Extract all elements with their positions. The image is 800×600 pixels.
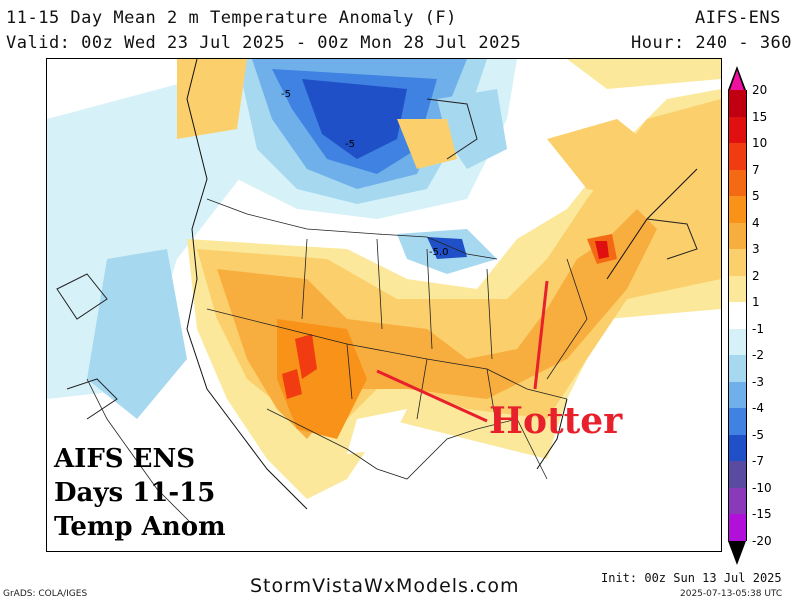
hotter-arrows [376, 280, 549, 423]
colorbar-cell [728, 434, 747, 461]
corner-label-line: Temp Anom [54, 512, 226, 542]
site-watermark: StormVistaWxModels.com [250, 575, 520, 597]
colorbar-cell [728, 302, 747, 329]
colorbar-cell [728, 275, 747, 302]
colorbar-cell [728, 514, 747, 541]
colorbar-cell [728, 116, 747, 143]
render-timestamp: 2025-07-13-05:38 UTC [680, 589, 783, 599]
colorbar-tick-label: 4 [752, 215, 760, 230]
corner-label-line: AIFS ENS [54, 444, 195, 474]
contour-label: -5 [281, 89, 291, 100]
colorbar-cell [728, 461, 747, 488]
contour-label: -5 [345, 139, 355, 150]
zero-contours [56, 98, 698, 420]
map-title: 11-15 Day Mean 2 m Temperature Anomaly (… [6, 8, 457, 28]
corner-label-line: Days 11-15 [54, 478, 216, 508]
colorbar-tick-label: -20 [752, 533, 772, 548]
colorbar-arrow-bottom [728, 540, 746, 565]
colorbar-arrow-top-fill [730, 70, 744, 90]
valid-time: Valid: 00z Wed 23 Jul 2025 - 00z Mon 28 … [6, 33, 522, 53]
corner-label: AIFS ENS Days 11-15 Temp Anom [54, 442, 226, 544]
colorbar-cell [728, 408, 747, 435]
country-borders [86, 198, 588, 530]
colorbar-cell [728, 169, 747, 196]
colorbar-tick-label: 20 [752, 83, 768, 97]
colorbar-tick-label: -4 [752, 401, 764, 415]
forecast-hours: Hour: 240 - 360 [631, 33, 793, 53]
colorbar-tick-label: 3 [752, 242, 760, 256]
colorbar-cell [728, 196, 747, 223]
anomaly-map: -5 -5 -5.0 [46, 58, 722, 552]
colorbar-tick-label: -15 [752, 507, 772, 521]
colorbar-cell [728, 487, 747, 514]
colorbar-tick-label: -7 [752, 454, 764, 468]
colorbar-tick-label: -2 [752, 348, 764, 362]
colorbar-cell [728, 143, 747, 170]
colorbar-tick-label: -1 [752, 321, 764, 336]
colorbar-tick-label: 15 [752, 109, 768, 124]
colorbar-tick-label: 5 [752, 189, 760, 203]
colorbar-tick-label: 2 [752, 268, 760, 283]
contour-label: -5.0 [429, 247, 449, 258]
colorbar-tick-label: -5 [752, 427, 764, 442]
init-time: Init: 00z Sun 13 Jul 2025 [601, 571, 782, 585]
cold-anomaly-canada [197, 59, 517, 274]
hotter-annotation: Hotter [489, 400, 623, 442]
model-name: AIFS-ENS [695, 8, 781, 28]
colorbar-tick-label: 7 [752, 162, 760, 177]
cold-contour-labels: -5 -5 -5.0 [281, 89, 449, 258]
colorbar-cell [728, 90, 747, 117]
ocean-light-anomaly [47, 59, 721, 419]
colorbar-cell [728, 355, 747, 382]
gulf-cool-patch [347, 409, 407, 454]
colorbar-cell [728, 381, 747, 408]
grads-credit: GrADS: COLA/IGES [3, 589, 88, 599]
colorbar-cell [728, 249, 747, 276]
map-canvas: -5 -5 -5.0 [47, 59, 721, 551]
colorbar-cell [728, 328, 747, 355]
colorbar-tick-label: -3 [752, 374, 764, 389]
colorbar-tick-label: 10 [752, 136, 768, 150]
colorbar-tick-label: 1 [752, 295, 760, 309]
colorbar-cell [728, 222, 747, 249]
colorbar-tick-label: -10 [752, 480, 772, 495]
